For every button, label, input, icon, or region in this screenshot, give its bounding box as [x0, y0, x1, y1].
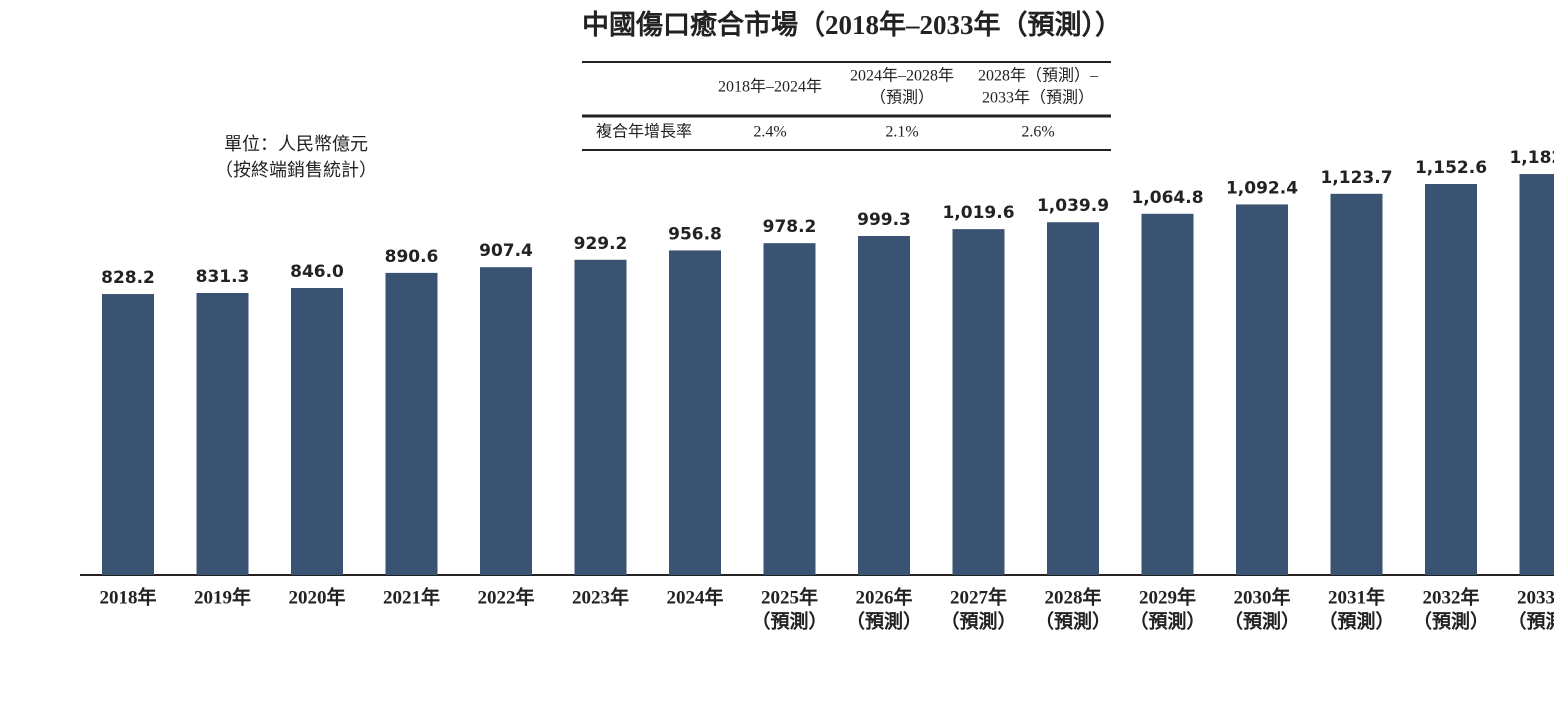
value-label: 956.8 [668, 224, 722, 244]
x-tick-label: 2033年 [1517, 585, 1554, 608]
table-header: 2028年（預測）– [978, 67, 1099, 85]
value-label: 831.3 [196, 267, 250, 287]
x-tick-sublabel: （預測） [1035, 609, 1111, 632]
bar [385, 272, 438, 575]
value-label: 828.2 [101, 268, 155, 288]
x-tick-label: 2022年 [477, 585, 534, 608]
bar [1330, 193, 1383, 575]
bar [1141, 213, 1194, 575]
table-row-label: 複合年增長率 [596, 123, 692, 141]
x-tick-sublabel: （預測） [1507, 609, 1554, 632]
x-tick-sublabel: （預測） [940, 609, 1016, 632]
bar [1047, 222, 1099, 575]
bar [291, 288, 343, 575]
value-label: 1,152.6 [1415, 158, 1487, 178]
value-label: 846.0 [290, 262, 344, 282]
x-tick-label: 2025年 [761, 585, 818, 608]
unit-label: （按終端銷售統計） [215, 160, 377, 180]
bar [858, 236, 910, 575]
x-tick-sublabel: （預測） [751, 609, 827, 632]
bar [669, 250, 721, 575]
table-cell: 2.4% [753, 124, 786, 141]
x-tick-label: 2024年 [666, 585, 723, 608]
value-label: 1,064.8 [1131, 188, 1203, 208]
x-tick-label: 2032年 [1422, 585, 1479, 608]
table-header: 2024年–2028年 [850, 67, 954, 85]
value-label: 999.3 [857, 210, 911, 230]
value-label: 978.2 [763, 217, 817, 237]
unit-label: 單位：人民幣億元 [224, 134, 368, 154]
x-tick-label: 2028年 [1044, 585, 1101, 608]
table-cell: 2.1% [885, 124, 918, 141]
x-tick-label: 2020年 [288, 585, 345, 608]
value-label: 890.6 [385, 247, 439, 267]
bar [1236, 204, 1288, 575]
value-label: 1,019.6 [942, 203, 1014, 223]
bar [574, 259, 627, 575]
x-tick-label: 2023年 [572, 585, 629, 608]
chart-title: 中國傷口癒合市場（2018年–2033年（預測）） [582, 9, 1122, 40]
x-tick-sublabel: （預測） [1129, 609, 1205, 632]
x-tick-label: 2029年 [1139, 585, 1196, 608]
value-label: 1,182.0 [1509, 148, 1554, 168]
bar [1425, 184, 1477, 575]
bar [480, 267, 532, 575]
x-tick-sublabel: （預測） [1413, 609, 1489, 632]
value-label: 907.4 [479, 241, 533, 261]
x-tick-label: 2026年 [855, 585, 912, 608]
table-cell: 2.6% [1021, 124, 1054, 141]
value-label: 1,123.7 [1320, 168, 1392, 188]
x-tick-label: 2019年 [194, 585, 251, 608]
x-tick-label: 2018年 [99, 585, 156, 608]
table-header: 2018年–2024年 [718, 78, 822, 96]
value-label: 1,039.9 [1037, 196, 1109, 216]
table-header: （預測） [870, 89, 934, 107]
x-tick-label: 2031年 [1328, 585, 1385, 608]
bar [102, 294, 154, 575]
x-tick-label: 2021年 [383, 585, 440, 608]
x-tick-label: 2027年 [950, 585, 1007, 608]
bar [952, 229, 1005, 575]
table-header: 2033年（預測） [982, 89, 1094, 107]
x-tick-label: 2030年 [1233, 585, 1290, 608]
bar [196, 292, 249, 575]
value-label: 1,092.4 [1226, 178, 1298, 198]
x-tick-sublabel: （預測） [1224, 609, 1300, 632]
value-label: 929.2 [574, 234, 628, 254]
x-tick-sublabel: （預測） [846, 609, 922, 632]
x-tick-sublabel: （預測） [1318, 609, 1394, 632]
bar [763, 243, 816, 575]
bar [1519, 174, 1554, 575]
